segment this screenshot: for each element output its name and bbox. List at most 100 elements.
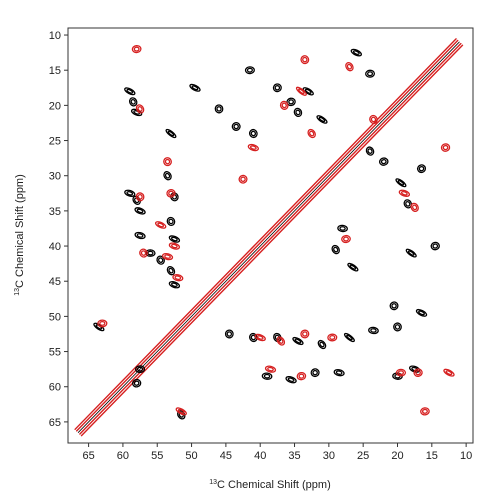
cross-peak-contour: [135, 104, 145, 114]
cross-peak-contour: [296, 372, 307, 381]
cross-peak-inner-contour: [137, 106, 143, 112]
y-tick-label: 50: [49, 311, 61, 323]
cross-peak-inner-contour: [432, 243, 439, 249]
cross-peak-inner-contour: [287, 377, 295, 383]
cross-peak-contour: [403, 199, 413, 209]
cross-peak-contour: [443, 368, 455, 377]
cross-peak-contour: [316, 115, 328, 124]
cross-peak-inner-contour: [157, 222, 165, 228]
cross-peak-contour: [249, 332, 258, 343]
cross-peak-contour: [327, 333, 338, 342]
cross-peak-contour: [166, 188, 176, 198]
cross-peak-inner-contour: [346, 334, 353, 341]
cross-peak-contour: [161, 252, 174, 261]
cross-peak-contour: [347, 262, 359, 272]
cross-peak-contour: [310, 368, 320, 378]
cross-peak-contour: [350, 48, 362, 57]
cross-peak-contour: [131, 44, 142, 54]
diagonal-contour: [79, 42, 462, 435]
cross-peak-inner-contour: [216, 106, 222, 112]
cross-peak-contour: [415, 308, 428, 317]
cross-peak-inner-contour: [294, 338, 302, 344]
y-tick-label: 55: [49, 347, 61, 359]
cross-peak-inner-contour: [263, 373, 271, 379]
y-tick-label: 10: [49, 30, 61, 42]
cross-peak-inner-contour: [164, 158, 171, 165]
x-tick-label: 25: [357, 450, 369, 462]
cross-peak-contour: [175, 407, 187, 416]
cross-peak-inner-contour: [295, 109, 301, 116]
cross-peak-contour: [430, 241, 440, 251]
cross-peak-inner-contour: [407, 250, 415, 256]
cross-peak-contour: [343, 332, 355, 343]
cross-peak-contour: [440, 143, 451, 152]
cross-peak-inner-contour: [415, 369, 421, 376]
cross-peak-contour: [124, 189, 136, 197]
cross-peak-contour: [189, 83, 201, 92]
cross-peak-contour: [395, 368, 407, 377]
cross-peak-contour: [166, 216, 176, 227]
cross-peak-contour: [341, 234, 351, 244]
cross-peak-contour: [378, 157, 389, 166]
cross-peak-contour: [389, 301, 399, 311]
cross-peak-inner-contour: [349, 264, 357, 270]
cross-peak-inner-contour: [140, 250, 147, 256]
cross-peak-contour: [247, 143, 259, 152]
cross-peak-inner-contour: [346, 63, 353, 70]
cross-peak-contour: [365, 146, 375, 156]
cross-peak-inner-contour: [394, 324, 401, 330]
x-tick-label: 65: [82, 450, 94, 462]
cross-peak-contour: [293, 107, 303, 118]
cross-peak-inner-contour: [418, 310, 425, 316]
cross-peak-contour: [345, 62, 354, 72]
cross-peak-inner-contour: [442, 144, 449, 151]
x-tick-label: 45: [220, 450, 232, 462]
cross-peak-inner-contour: [391, 303, 397, 309]
cross-peak-contour: [248, 128, 258, 139]
x-tick-label: 60: [117, 450, 129, 462]
cross-peak-inner-contour: [171, 193, 178, 200]
cross-peak-contour: [300, 55, 310, 65]
cross-peak-contour: [97, 319, 108, 328]
cross-peak-inner-contour: [136, 233, 144, 238]
cross-peak-contour: [317, 339, 327, 350]
cross-peak-inner-contour: [147, 250, 154, 256]
cross-peak-contour: [163, 157, 172, 167]
cross-peak-contour: [292, 336, 304, 346]
cross-peak-inner-contour: [333, 246, 339, 253]
cross-peak-contour: [420, 407, 430, 416]
cross-peak-inner-contour: [167, 130, 175, 137]
cross-peak-inner-contour: [168, 190, 174, 196]
cross-peak-contour: [276, 336, 286, 346]
cross-peak-inner-contour: [249, 145, 257, 150]
y-tick-label: 15: [49, 65, 61, 77]
cross-peak-inner-contour: [309, 130, 315, 137]
cross-peak-inner-contour: [370, 328, 377, 333]
cross-peak-inner-contour: [170, 282, 178, 288]
cross-peak-inner-contour: [164, 254, 171, 259]
y-tick-label: 45: [49, 276, 61, 288]
cross-peak-inner-contour: [312, 369, 318, 376]
cross-peak-inner-contour: [298, 88, 305, 95]
cross-peak-contour: [154, 221, 167, 229]
cross-peak-inner-contour: [335, 370, 343, 375]
cross-peak-inner-contour: [302, 331, 308, 337]
cross-peak-contour: [413, 368, 423, 377]
diagonal-contour: [80, 44, 464, 437]
x-tick-label: 55: [151, 450, 163, 462]
cross-peak-contour: [368, 326, 379, 335]
y-tick-label: 20: [49, 100, 61, 112]
cross-peak-contour: [231, 122, 241, 131]
cross-peak-contour: [392, 372, 403, 380]
cross-peak-inner-contour: [226, 331, 233, 337]
cross-peak-contour: [333, 369, 345, 377]
cross-peak-contour: [331, 244, 340, 255]
cross-peak-inner-contour: [380, 159, 387, 165]
cross-peak-contour: [166, 266, 176, 276]
cross-peak-contour: [302, 87, 314, 96]
cross-peak-inner-contour: [370, 116, 377, 123]
x-axis: 65 60 55 50 45 40 35 30 25 20 15 10: [82, 443, 472, 462]
cross-peak-inner-contour: [405, 201, 411, 207]
cross-peak-contour: [224, 329, 234, 339]
